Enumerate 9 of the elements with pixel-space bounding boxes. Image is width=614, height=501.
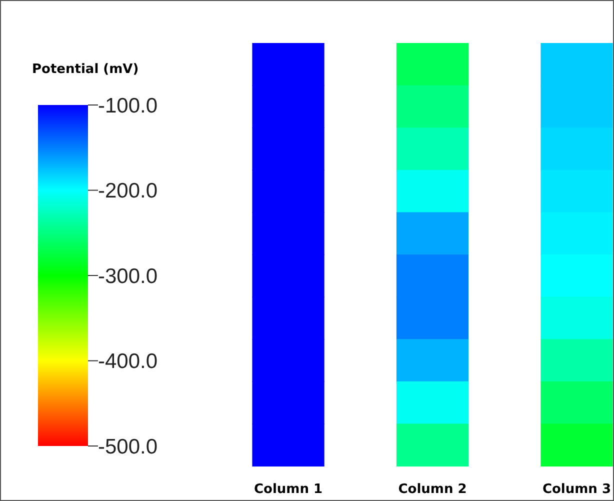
color-bar-label: -500.0 bbox=[98, 435, 158, 458]
x-tick-label: Column 2 bbox=[398, 482, 467, 497]
x-tick-label: Column 3 bbox=[542, 482, 612, 497]
color-bar-label: -200.0 bbox=[98, 180, 158, 203]
color-bar-title: Potential (mV) bbox=[32, 62, 139, 77]
color-bar-label: -100.0 bbox=[98, 94, 158, 118]
x-tick-label: Column 1 bbox=[254, 482, 323, 497]
color-bar-label: -300.0 bbox=[98, 264, 158, 288]
color-bar-label: -400.0 bbox=[98, 350, 158, 374]
